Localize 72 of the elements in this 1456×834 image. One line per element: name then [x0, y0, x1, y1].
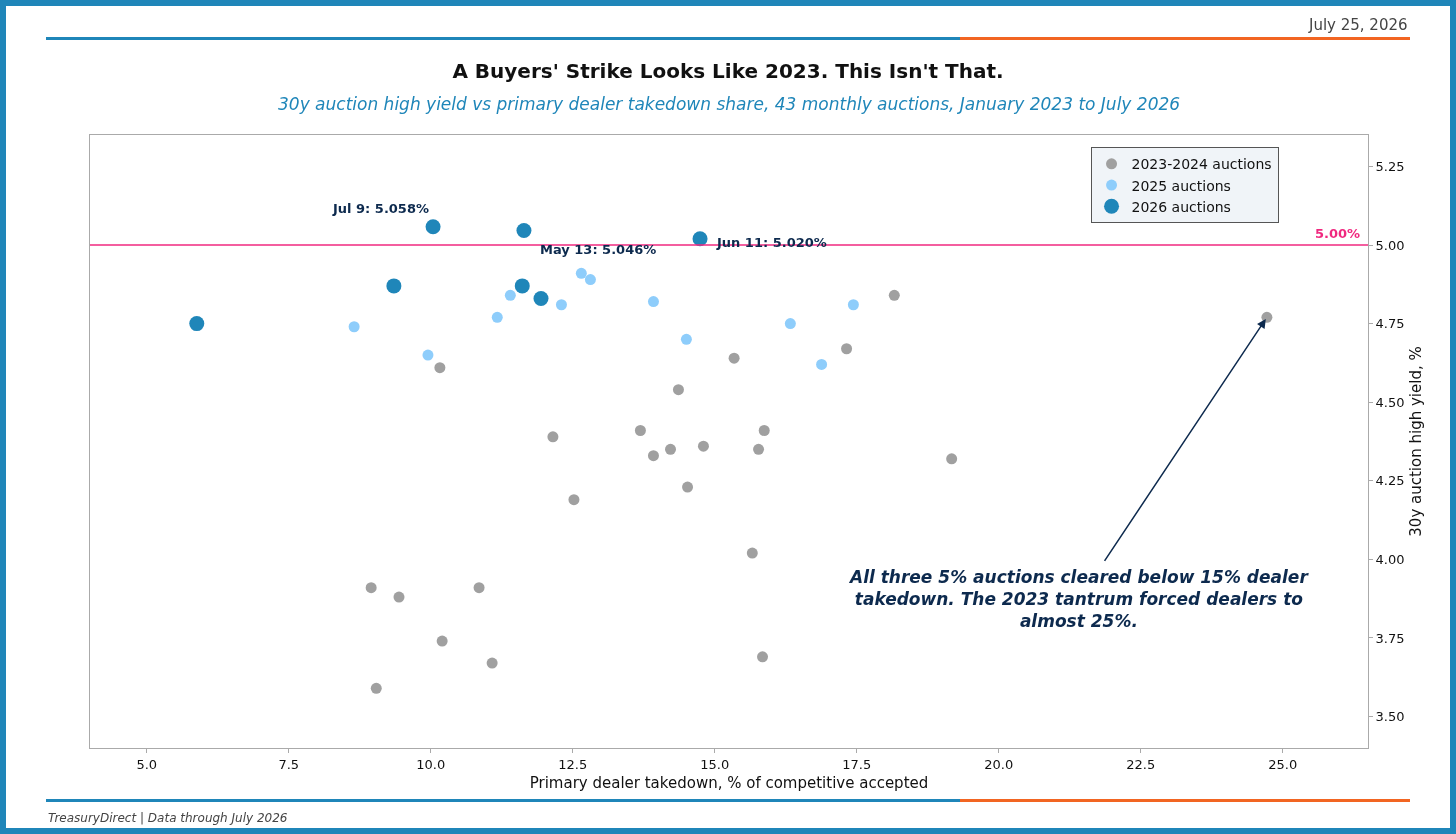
chart-subtitle: 30y auction high yield vs primary dealer takedown share, 43 monthly auctions, January 2023 to July 2026: [278, 94, 1181, 114]
annotation: Jul 9: 5.058%: [332, 201, 429, 216]
point: [568, 494, 580, 506]
y-tick-label: 3.75: [1375, 630, 1405, 646]
y-tick-label: 4.25: [1375, 473, 1405, 489]
point: [348, 321, 360, 333]
ref-line-label: 5.00%: [1315, 226, 1361, 241]
point: [680, 333, 692, 345]
point: [888, 289, 900, 301]
text: TreasuryDirect | Data through July 2026: [48, 811, 288, 825]
point: [514, 278, 530, 294]
point: [436, 635, 448, 647]
point: [647, 296, 659, 308]
x-axis-title: Primary dealer takedown, % of competitive accepted: [529, 773, 929, 792]
point: [393, 591, 405, 603]
point: [847, 299, 859, 311]
x-tick-label: 12.5: [558, 756, 588, 772]
point: [533, 290, 549, 306]
point: [555, 299, 567, 311]
point: [425, 219, 441, 235]
y-axis-title: 30y auction high yield, %: [1406, 346, 1425, 537]
x-tick-label: 7.5: [278, 756, 300, 772]
point: [946, 453, 958, 465]
point: [682, 481, 694, 493]
y-tick-label: 4.00: [1375, 551, 1405, 567]
point: [516, 223, 532, 239]
point: [473, 582, 485, 594]
chart-title: A Buyers' Strike Looks Like 2023. This Isn't That.: [452, 59, 1004, 83]
point: [386, 278, 402, 294]
x-tick-label: 22.5: [1126, 756, 1156, 772]
y-tick-label: 4.50: [1375, 394, 1405, 410]
point: [816, 358, 828, 370]
point: [434, 362, 446, 374]
legend-label: 2023-2024 auctions: [1131, 156, 1272, 173]
point: [486, 657, 498, 669]
y-tick-label: 5.25: [1375, 158, 1405, 174]
point: [841, 343, 853, 355]
point: [672, 384, 684, 396]
point: [697, 440, 709, 452]
point: [665, 443, 676, 455]
annotation: All three 5% auctions cleared below 15% dealer takedown. The 2023 tantrum forced dealers to almost 25%.: [848, 567, 1310, 632]
point: [647, 450, 659, 462]
point: [547, 431, 559, 443]
y-tick-label: 5.00: [1375, 237, 1405, 253]
point: [365, 582, 377, 594]
x-tick-label: 20.0: [984, 756, 1014, 772]
point: [634, 425, 646, 436]
point: [753, 443, 765, 455]
legend-label: 2026 auctions: [1131, 198, 1231, 215]
point: [758, 425, 770, 436]
point: [1261, 311, 1273, 323]
point: [584, 274, 596, 286]
point: [491, 311, 503, 323]
x-tick-label: 25.0: [1268, 756, 1298, 772]
point: [422, 349, 434, 361]
point: [370, 682, 382, 694]
x-tick-label: 15.0: [700, 756, 730, 772]
y-tick-label: 3.50: [1375, 709, 1405, 725]
legend-label: 2025 auctions: [1131, 177, 1231, 194]
point: [189, 316, 205, 332]
x-tick-label: 10.0: [416, 756, 446, 772]
point: [504, 289, 516, 301]
annotation: May 13: 5.046%: [540, 242, 657, 257]
x-tick-label: 5.0: [136, 756, 158, 772]
text: July 25, 2026: [1308, 16, 1408, 34]
point: [746, 547, 758, 559]
y-tick-label: 4.75: [1375, 316, 1405, 332]
point: [757, 651, 769, 663]
point: [784, 318, 796, 330]
point: [728, 352, 740, 364]
point: [575, 267, 587, 279]
x-tick-label: 17.5: [842, 756, 872, 772]
